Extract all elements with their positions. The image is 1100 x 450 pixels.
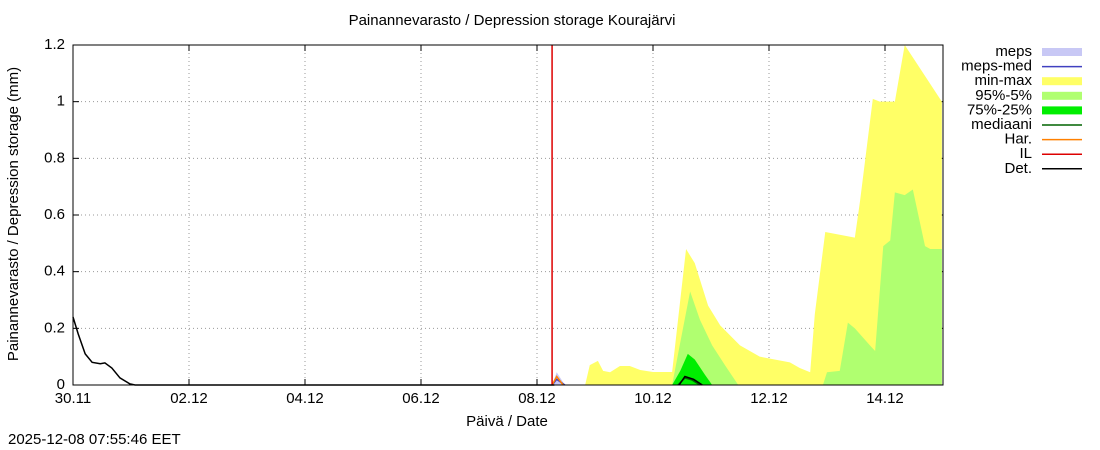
chart-title: Painannevarasto / Depression storage Kou… bbox=[349, 12, 676, 29]
legend-label: Det. bbox=[1004, 160, 1032, 177]
y-tick-label: 0.4 bbox=[44, 263, 65, 280]
y-tick-label: 1 bbox=[57, 93, 65, 110]
x-tick-label: 06.12 bbox=[402, 390, 440, 407]
x-axis-label: Päivä / Date bbox=[466, 413, 548, 430]
x-tick-label: 30.11 bbox=[55, 390, 91, 407]
timestamp: 2025-12-08 07:55:46 EET bbox=[8, 431, 181, 448]
legend-swatch bbox=[1042, 77, 1082, 86]
legend-label: IL bbox=[1019, 145, 1032, 162]
x-tick-label: 14.12 bbox=[866, 390, 904, 407]
line bbox=[551, 375, 564, 386]
y-tick-label: 0 bbox=[57, 376, 65, 393]
y-axis-label: Painannevarasto / Depression storage (mm… bbox=[5, 67, 22, 361]
x-tick-label: 10.12 bbox=[634, 390, 672, 407]
x-tick-label: 04.12 bbox=[286, 390, 324, 407]
legend-label: 95%-5% bbox=[975, 87, 1032, 104]
y-tick-label: 0.8 bbox=[44, 149, 65, 166]
y-tick-label: 0.2 bbox=[44, 319, 65, 336]
legend-label: Har. bbox=[1004, 131, 1032, 148]
y-tick-label: 1.2 bbox=[44, 36, 65, 53]
plot-frame bbox=[72, 44, 944, 386]
x-tick-label: 12.12 bbox=[750, 390, 788, 407]
legend-label: meps bbox=[995, 43, 1032, 60]
legend-swatch bbox=[1042, 48, 1082, 56]
legend-label: mediaani bbox=[971, 116, 1032, 133]
legend-label: meps-med bbox=[961, 58, 1032, 75]
legend-label: min-max bbox=[974, 72, 1032, 89]
area bbox=[585, 45, 942, 385]
y-tick-label: 0.6 bbox=[44, 206, 65, 223]
legend-swatch bbox=[1042, 106, 1082, 115]
line bbox=[72, 316, 703, 386]
area bbox=[672, 189, 942, 385]
x-tick-label: 08.12 bbox=[518, 390, 556, 407]
legend-label: 75%-25% bbox=[967, 101, 1032, 118]
legend-swatch bbox=[1042, 91, 1082, 100]
x-tick-label: 02.12 bbox=[170, 390, 208, 407]
area bbox=[672, 353, 713, 385]
